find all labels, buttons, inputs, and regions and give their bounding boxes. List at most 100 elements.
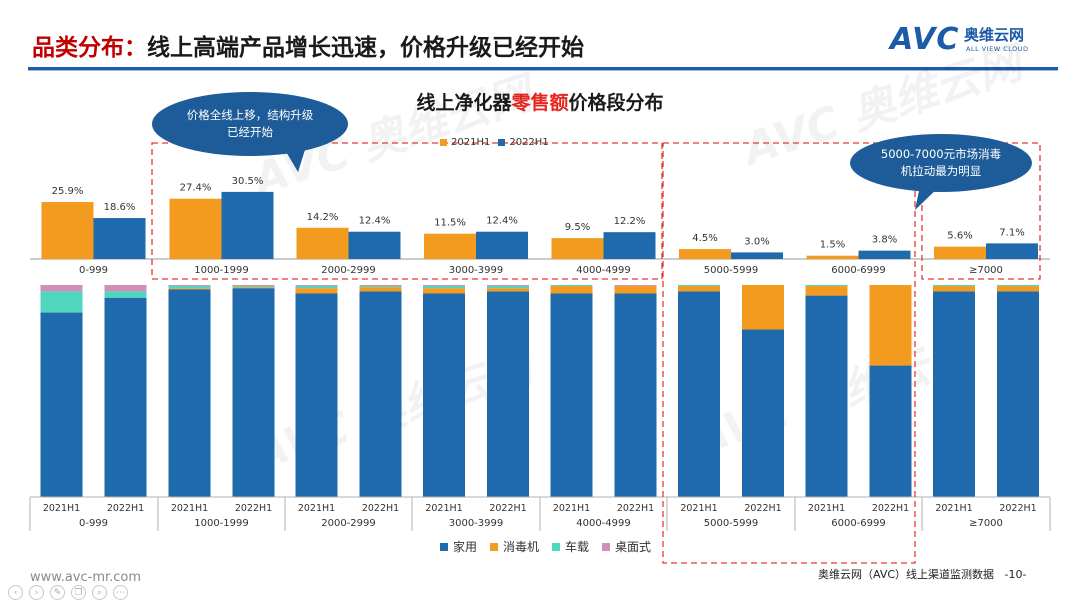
stack-3000-3999-2021H1-车载 bbox=[423, 286, 465, 289]
top-category-label-5: 5000-5999 bbox=[704, 265, 759, 276]
legend-bottom: 家用 消毒机 车载 桌面式 bbox=[440, 538, 651, 555]
stack-3000-3999-2022H1-家用 bbox=[487, 291, 529, 497]
stack-2000-2999-2022H1-家用 bbox=[359, 291, 402, 497]
bottom-category-label-4: 4000-4999 bbox=[576, 518, 631, 529]
stack-3000-3999-2022H1-车载 bbox=[487, 286, 529, 289]
bar-2021H1-0 bbox=[41, 202, 94, 259]
stack-period-label-1-1: 2022H1 bbox=[235, 503, 272, 514]
stack-≥7000-2021H1-消毒机 bbox=[933, 286, 975, 292]
copy-icon[interactable]: ❐ bbox=[71, 585, 86, 600]
bar-label-2022H1-6: 3.8% bbox=[872, 235, 897, 246]
stack-5000-5999-2021H1-消毒机 bbox=[678, 286, 720, 292]
stack-3000-3999-2022H1-桌面式 bbox=[487, 285, 529, 287]
header-rule bbox=[28, 67, 1058, 70]
stack-1000-1999-2022H1-车载 bbox=[232, 286, 275, 288]
stack-period-label-2-1: 2022H1 bbox=[362, 503, 399, 514]
stack-period-label-1-0: 2021H1 bbox=[171, 503, 208, 514]
stack-4000-4999-2021H1-家用 bbox=[550, 293, 593, 497]
bar-label-2021H1-0: 25.9% bbox=[52, 186, 84, 197]
chart-title-post: 价格段分布 bbox=[568, 92, 664, 114]
stack-6000-6999-2021H1-消毒机 bbox=[805, 286, 848, 296]
stack-4000-4999-2021H1-车载 bbox=[550, 285, 593, 287]
top-category-label-1: 1000-1999 bbox=[194, 265, 249, 276]
bar-2021H1-1 bbox=[169, 198, 222, 259]
stack-period-label-5-1: 2022H1 bbox=[744, 503, 781, 514]
zoom-icon[interactable]: ⌕ bbox=[92, 585, 107, 600]
bar-label-2022H1-1: 30.5% bbox=[232, 176, 264, 187]
stack-0-999-2022H1-桌面式 bbox=[104, 285, 147, 292]
bar-2021H1-4 bbox=[551, 238, 604, 259]
next-icon[interactable]: › bbox=[29, 585, 44, 600]
bar-label-2021H1-7: 5.6% bbox=[947, 231, 972, 242]
legend-top: 2021H1 2022H1 bbox=[440, 137, 549, 148]
stack-0-999-2022H1-车载 bbox=[104, 291, 147, 298]
stack-3000-3999-2021H1-家用 bbox=[423, 293, 465, 497]
stack-1000-1999-2021H1-消毒机 bbox=[168, 288, 211, 290]
stack-≥7000-2022H1-消毒机 bbox=[997, 286, 1039, 292]
stack-1000-1999-2022H1-桌面式 bbox=[232, 285, 275, 287]
callout-left-tail bbox=[285, 150, 305, 172]
stack-period-label-7-1: 2022H1 bbox=[999, 503, 1036, 514]
stack-period-label-2-0: 2021H1 bbox=[298, 503, 335, 514]
legend-swatch-disinfect bbox=[490, 542, 499, 551]
highlight-box-5000-6999 bbox=[662, 142, 916, 564]
callout-right: 5000-7000元市场消毒机拉动最为明显 bbox=[850, 134, 1032, 192]
stack-0-999-2021H1-桌面式 bbox=[40, 285, 83, 292]
avc-logo: AVC 奥维云网 ALL VIEW CLOUD bbox=[890, 20, 1060, 60]
callout-left: 价格全线上移，结构升级已经开始 bbox=[152, 92, 348, 156]
legend-swatch-2021 bbox=[440, 139, 447, 146]
bottom-category-label-2: 2000-2999 bbox=[321, 518, 376, 529]
stack-period-label-7-0: 2021H1 bbox=[935, 503, 972, 514]
bottom-category-label-0: 0-999 bbox=[79, 518, 108, 529]
stack-≥7000-2022H1-家用 bbox=[997, 291, 1039, 497]
slide-nav[interactable]: ‹ › ✎ ❐ ⌕ ⋯ bbox=[8, 585, 128, 600]
footer-source: 奥维云网（AVC）线上渠道监测数据 -10- bbox=[818, 566, 1026, 582]
bar-2022H1-5 bbox=[731, 252, 783, 259]
stack-2000-2999-2021H1-家用 bbox=[295, 293, 338, 497]
bar-label-2022H1-7: 7.1% bbox=[999, 227, 1024, 238]
legend-label-household: 家用 bbox=[453, 540, 478, 554]
stack-5000-5999-2021H1-家用 bbox=[678, 291, 720, 497]
stack-0-999-2021H1-车载 bbox=[40, 291, 83, 313]
chart-title-pre: 线上净化器 bbox=[416, 92, 512, 114]
stack-1000-1999-2021H1-家用 bbox=[168, 289, 211, 497]
stack-1000-1999-2021H1-桌面式 bbox=[168, 285, 211, 287]
legend-swatch-household bbox=[440, 542, 448, 551]
top-category-label-4: 4000-4999 bbox=[576, 265, 631, 276]
legend-label-desktop: 桌面式 bbox=[615, 540, 652, 554]
stack-2000-2999-2021H1-车载 bbox=[295, 286, 338, 289]
page-title-prefix: 品类分布： bbox=[32, 35, 147, 61]
stack-4000-4999-2022H1-消毒机 bbox=[614, 286, 657, 294]
legend-label-vehicle: 车载 bbox=[565, 540, 590, 554]
chart-title: 线上净化器零售额价格段分布 bbox=[0, 88, 1080, 115]
page-number: -10- bbox=[1004, 568, 1027, 581]
bar-label-2022H1-3: 12.4% bbox=[486, 216, 518, 227]
bar-label-2021H1-5: 4.5% bbox=[692, 233, 717, 244]
bar-label-2022H1-0: 18.6% bbox=[104, 202, 136, 213]
bar-2022H1-2 bbox=[348, 231, 401, 259]
stack-1000-1999-2021H1-车载 bbox=[168, 286, 211, 289]
stack-6000-6999-2022H1-消毒机 bbox=[869, 285, 912, 366]
stack-≥7000-2022H1-车载 bbox=[997, 285, 1039, 287]
page-title-rest: 线上高端产品增长迅速，价格升级已经开始 bbox=[147, 35, 584, 61]
bar-label-2022H1-4: 12.2% bbox=[614, 216, 646, 227]
logo-cn-text: 奥维云网 bbox=[964, 26, 1025, 44]
stack-period-label-0-1: 2022H1 bbox=[107, 503, 144, 514]
pen-icon[interactable]: ✎ bbox=[50, 585, 65, 600]
site-url[interactable]: www.avc-mr.com bbox=[30, 570, 142, 585]
stack-period-label-4-1: 2022H1 bbox=[617, 503, 654, 514]
stack-0-999-2022H1-家用 bbox=[104, 297, 147, 497]
stack-period-label-5-0: 2021H1 bbox=[680, 503, 717, 514]
bar-label-2021H1-2: 14.2% bbox=[307, 212, 339, 223]
more-icon[interactable]: ⋯ bbox=[113, 585, 128, 600]
legend-label-2022: 2022H1 bbox=[509, 137, 549, 148]
stack-4000-4999-2021H1-消毒机 bbox=[550, 286, 593, 294]
stack-4000-4999-2022H1-家用 bbox=[614, 293, 657, 497]
legend-swatch-2022 bbox=[498, 139, 506, 146]
stack-period-label-0-0: 2021H1 bbox=[43, 503, 80, 514]
bar-2022H1-6 bbox=[858, 250, 911, 259]
logo-avc-text: AVC bbox=[890, 22, 960, 57]
bar-label-2021H1-1: 27.4% bbox=[180, 183, 212, 194]
prev-icon[interactable]: ‹ bbox=[8, 585, 23, 600]
